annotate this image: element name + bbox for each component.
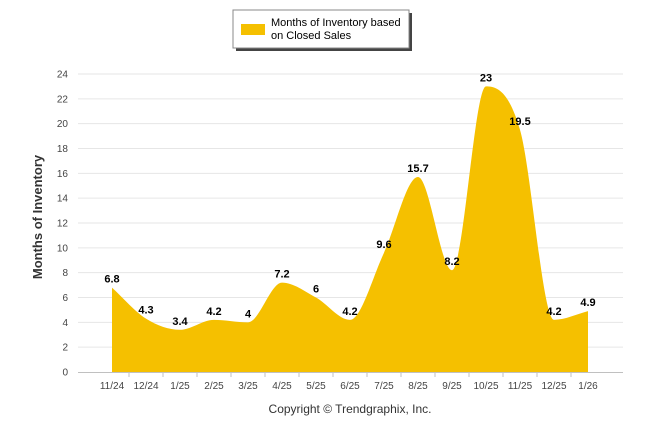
data-labels: 6.8 4.3 3.4 4.2 4 7.2 6 4.2 9.6 15.7 8.2 23 19.5 4.2 4… [104, 72, 595, 327]
y-tick-label: 22 [57, 94, 69, 105]
data-label: 4 [245, 308, 252, 320]
copyright-text: Copyright © Trendgraphix, Inc. [269, 402, 432, 416]
x-tick-label: 7/25 [374, 381, 394, 392]
x-tick-label: 1/25 [170, 381, 190, 392]
x-tick-label: 11/24 [100, 381, 125, 392]
data-label: 4.2 [206, 306, 221, 318]
data-label: 3.4 [172, 316, 188, 328]
y-tick-label: 12 [57, 219, 69, 230]
data-label: 6 [313, 284, 319, 296]
y-tick-label: 4 [62, 318, 68, 329]
y-tick-label: 18 [57, 144, 69, 155]
x-tick-label: 12/24 [133, 381, 158, 392]
x-tick-label: 2/25 [204, 381, 224, 392]
data-label: 23 [480, 72, 492, 84]
x-axis-ticks: 11/24 12/24 1/25 2/25 3/25 4/25 5/25 6/25 7/25 8/… [100, 372, 598, 392]
y-tick-label: 8 [62, 268, 68, 279]
data-label: 15.7 [407, 163, 428, 175]
data-label: 9.6 [376, 239, 391, 251]
x-tick-label: 4/25 [272, 381, 292, 392]
series-area [112, 86, 588, 373]
legend-swatch [241, 24, 265, 35]
data-label: 8.2 [444, 256, 459, 268]
legend: Months of Inventory based on Closed Sale… [232, 9, 412, 51]
y-tick-label: 20 [57, 119, 69, 130]
y-tick-label: 6 [62, 293, 68, 304]
x-tick-label: 9/25 [442, 381, 462, 392]
data-label: 4.9 [580, 297, 595, 309]
data-label: 4.3 [138, 305, 153, 317]
y-tick-label: 0 [62, 368, 68, 379]
data-label: 4.2 [546, 306, 561, 318]
data-label: 4.2 [342, 306, 357, 318]
y-tick-label: 14 [57, 194, 69, 205]
gridlines [78, 73, 623, 348]
y-tick-label: 16 [57, 169, 69, 180]
data-label: 7.2 [274, 269, 289, 281]
y-tick-label: 2 [62, 343, 68, 354]
x-tick-label: 10/25 [473, 381, 498, 392]
x-tick-label: 5/25 [306, 381, 326, 392]
x-tick-label: 6/25 [340, 381, 360, 392]
x-tick-label: 11/25 [508, 381, 533, 392]
legend-label-line2: on Closed Sales [271, 30, 352, 42]
y-axis-label: Months of Inventory [30, 154, 45, 279]
y-tick-label: 10 [57, 243, 69, 254]
legend-label-line1: Months of Inventory based [271, 17, 401, 29]
x-tick-label: 12/25 [541, 381, 566, 392]
data-label: 19.5 [509, 116, 530, 128]
x-tick-label: 3/25 [238, 381, 258, 392]
x-tick-label: 1/26 [578, 381, 598, 392]
y-tick-label: 24 [57, 70, 69, 81]
data-label: 6.8 [104, 274, 119, 286]
x-tick-label: 8/25 [408, 381, 428, 392]
